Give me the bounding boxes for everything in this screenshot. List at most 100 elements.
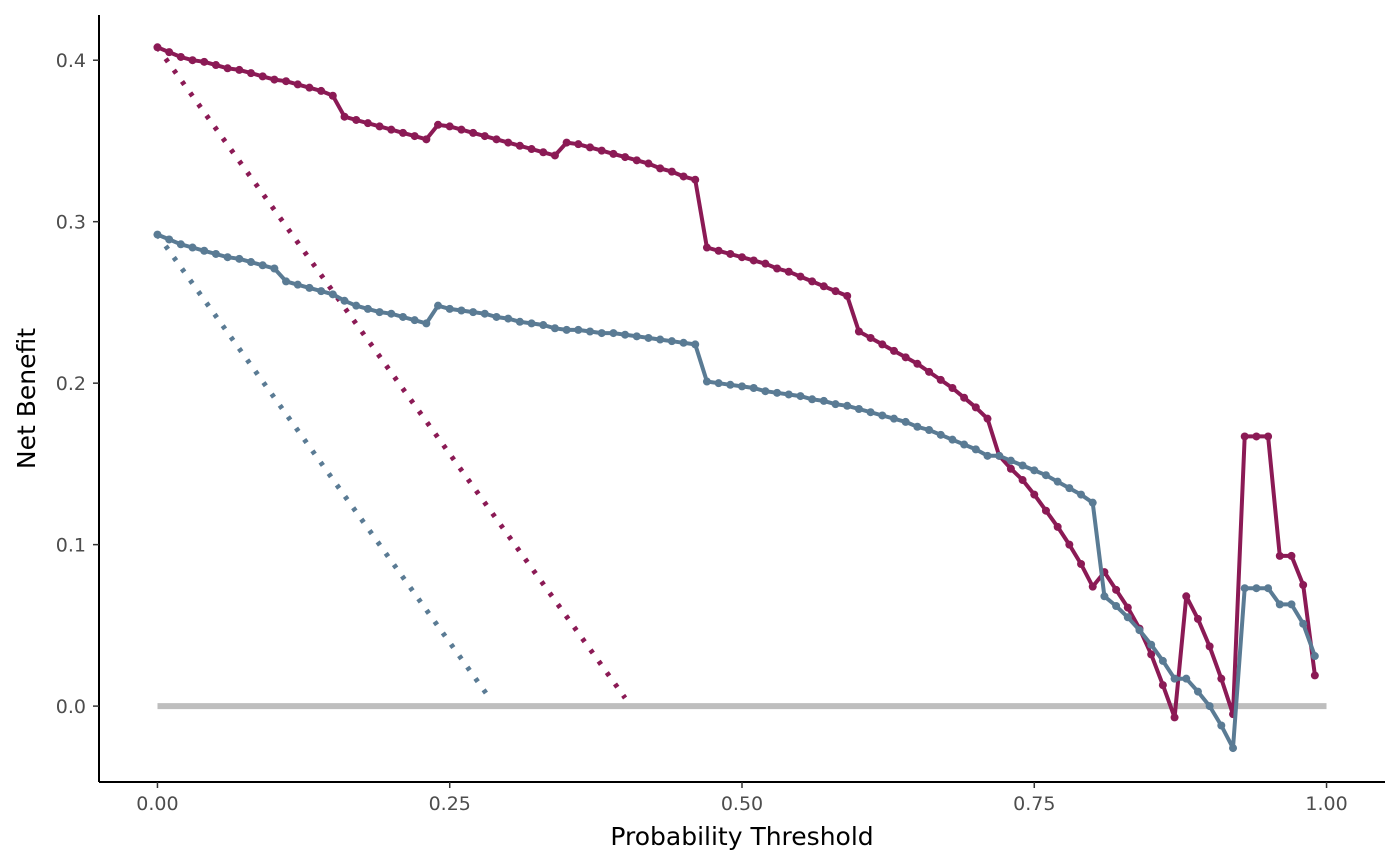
data-point: [457, 125, 466, 134]
data-point: [1287, 551, 1296, 560]
data-point: [527, 319, 536, 328]
data-point: [667, 337, 676, 346]
data-point: [586, 327, 595, 336]
data-point: [586, 143, 595, 152]
data-point: [574, 140, 583, 149]
data-point: [948, 384, 957, 393]
data-point: [854, 404, 863, 413]
data-point: [679, 172, 688, 181]
data-point: [480, 132, 489, 141]
data-point: [574, 325, 583, 334]
data-point: [808, 395, 817, 404]
data-point: [691, 175, 700, 184]
data-point: [983, 451, 992, 460]
data-point: [702, 377, 711, 386]
data-point: [1229, 744, 1238, 753]
y-tick-label: 0.0: [56, 696, 86, 718]
data-point: [270, 264, 279, 273]
data-point: [223, 64, 232, 73]
data-point: [1077, 490, 1086, 499]
data-point: [1006, 456, 1015, 465]
data-point: [223, 253, 232, 262]
data-point: [960, 393, 969, 402]
data-point: [866, 408, 875, 417]
data-point: [936, 430, 945, 439]
data-point: [1252, 432, 1261, 441]
data-point: [422, 319, 431, 328]
plot-area: [153, 43, 1327, 753]
data-point: [434, 120, 443, 129]
data-point: [387, 309, 396, 318]
data-point: [621, 153, 630, 162]
data-point: [621, 330, 630, 339]
data-point: [1123, 613, 1132, 622]
data-point: [749, 384, 758, 393]
data-point: [819, 282, 828, 291]
y-tick-label: 0.3: [56, 212, 86, 234]
x-tick-label: 1.00: [1305, 793, 1347, 815]
data-point: [153, 43, 162, 52]
data-point: [644, 333, 653, 342]
data-point: [749, 256, 758, 265]
data-point: [1240, 584, 1249, 593]
data-point: [211, 249, 220, 258]
x-tick-label: 0.75: [1013, 793, 1055, 815]
data-point: [889, 346, 898, 355]
data-point: [445, 304, 454, 313]
data-point: [445, 122, 454, 131]
data-point: [948, 435, 957, 444]
data-point: [469, 128, 478, 137]
data-point: [410, 132, 419, 141]
data-point: [726, 249, 735, 258]
data-point: [609, 149, 618, 158]
data-point: [550, 324, 559, 333]
data-point: [1018, 476, 1027, 485]
data-point: [211, 61, 220, 70]
data-point: [562, 325, 571, 334]
data-point: [527, 145, 536, 154]
series-line: [156, 232, 1317, 751]
data-point: [1077, 560, 1086, 569]
data-point: [1018, 461, 1027, 470]
data-point: [1053, 477, 1062, 486]
data-point: [714, 246, 723, 255]
data-point: [632, 332, 641, 341]
data-point: [480, 309, 489, 318]
data-point: [1217, 674, 1226, 683]
data-point: [1299, 619, 1308, 628]
data-point: [1147, 640, 1156, 649]
data-point: [363, 119, 372, 128]
series-line: [156, 45, 1317, 720]
data-point: [679, 338, 688, 347]
data-point: [1006, 464, 1015, 473]
data-point: [1088, 498, 1097, 507]
data-point: [831, 400, 840, 409]
data-point: [714, 379, 723, 388]
data-point: [1310, 652, 1319, 661]
data-point: [866, 333, 875, 342]
data-point: [691, 340, 700, 349]
data-point: [925, 425, 934, 434]
x-tick-label: 0.25: [429, 793, 471, 815]
data-point: [539, 148, 548, 157]
x-ticks: 0.00 0.25 0.50 0.75 1.00: [136, 782, 1348, 815]
data-point: [1275, 551, 1284, 560]
data-point: [282, 77, 291, 86]
data-point: [808, 277, 817, 286]
data-point: [539, 321, 548, 330]
data-point: [1252, 584, 1261, 593]
data-point: [971, 403, 980, 412]
data-point: [282, 277, 291, 286]
data-point: [936, 375, 945, 384]
data-point: [235, 254, 244, 263]
data-point: [1193, 614, 1202, 623]
data-point: [562, 138, 571, 147]
data-point: [784, 390, 793, 399]
data-point: [773, 388, 782, 397]
data-point: [492, 135, 501, 144]
dotted-reference-line: [155, 233, 493, 702]
data-point: [375, 308, 384, 317]
data-point: [1240, 432, 1249, 441]
data-point: [340, 112, 349, 121]
